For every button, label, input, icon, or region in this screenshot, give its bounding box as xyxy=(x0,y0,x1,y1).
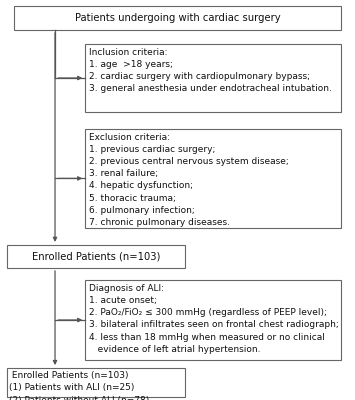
FancyBboxPatch shape xyxy=(14,6,341,30)
Text: Patients undergoing with cardiac surgery: Patients undergoing with cardiac surgery xyxy=(75,13,280,23)
FancyBboxPatch shape xyxy=(85,44,341,112)
Text: Enrolled Patients (n=103)
(1) Patients with ALI (n=25)
(2) Patients without ALI : Enrolled Patients (n=103) (1) Patients w… xyxy=(9,371,149,400)
FancyBboxPatch shape xyxy=(85,280,341,360)
Text: Inclusion criteria:
1. age  >18 years;
2. cardiac surgery with cardiopulmonary b: Inclusion criteria: 1. age >18 years; 2.… xyxy=(89,48,332,94)
FancyBboxPatch shape xyxy=(85,129,341,228)
FancyBboxPatch shape xyxy=(7,368,185,397)
FancyBboxPatch shape xyxy=(7,245,185,268)
Text: Diagnosis of ALI:
1. acute onset;
2. PaO₂/FiO₂ ≤ 300 mmHg (regardless of PEEP le: Diagnosis of ALI: 1. acute onset; 2. PaO… xyxy=(89,284,339,354)
Text: Exclusion criteria:
1. previous cardiac surgery;
2. previous central nervous sys: Exclusion criteria: 1. previous cardiac … xyxy=(89,133,289,227)
Text: Enrolled Patients (n=103): Enrolled Patients (n=103) xyxy=(32,251,160,262)
